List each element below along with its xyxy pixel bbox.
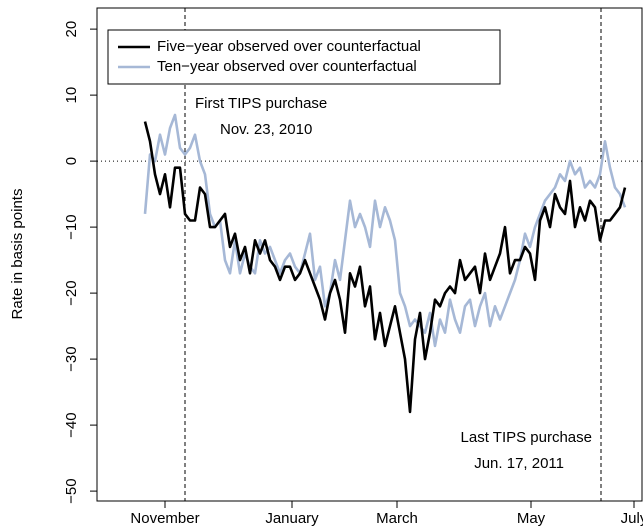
legend-label: Ten−year observed over counterfactual [157,58,417,75]
y-tick-label: −50 [63,478,80,503]
x-tick-label: November [130,510,199,527]
x-tick-label: March [376,510,418,527]
y-tick-label: 10 [63,87,80,104]
annotation: Jun. 17, 2011 [474,455,564,472]
x-tick-label: May [517,510,546,527]
plot-frame [96,7,643,502]
x-tick-label: July [621,510,643,527]
y-axis-label: Rate in basis points [9,189,26,320]
series-line [143,121,627,414]
y-tick-label: −20 [63,280,80,305]
y-tick-label: −40 [63,412,80,437]
annotation: Last TIPS purchase [461,429,592,446]
y-tick-label: 0 [63,157,80,165]
y-tick-label: −10 [63,214,80,239]
series-line [143,113,627,348]
legend-label: Five−year observed over counterfactual [157,38,421,55]
y-tick-label: 20 [63,21,80,38]
x-tick-label: January [265,510,319,527]
annotation: Nov. 23, 2010 [220,121,312,138]
y-tick-label: −30 [63,346,80,371]
legend-box [107,29,501,85]
annotation: First TIPS purchase [195,95,327,112]
